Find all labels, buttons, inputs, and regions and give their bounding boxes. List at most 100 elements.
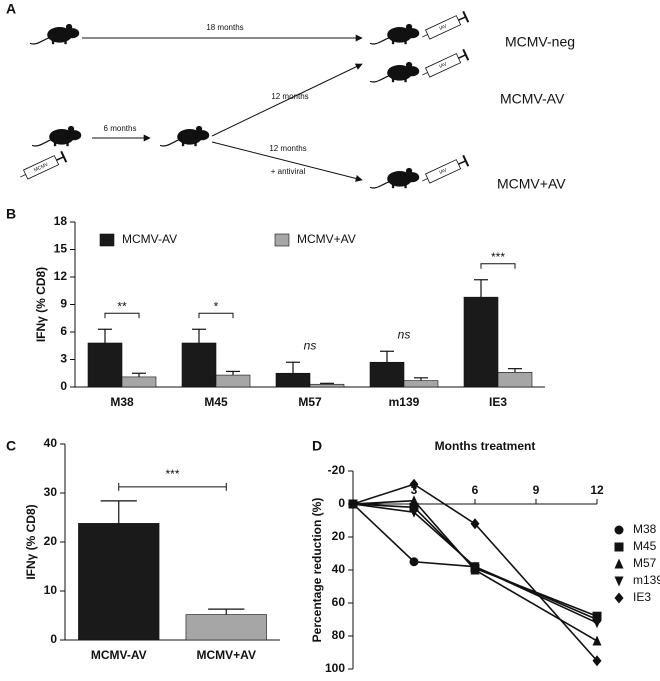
x-tick-label: 9: [533, 483, 540, 497]
legend-label: m139: [633, 573, 660, 587]
y-tick-label: 15: [54, 242, 68, 256]
syringe: IAV: [418, 48, 470, 82]
significance-bracket: [480, 263, 516, 269]
y-tick-label: 20: [332, 529, 346, 543]
marker: [409, 502, 419, 512]
legend-label: M45: [633, 539, 657, 553]
arrow: [211, 63, 363, 137]
significance-bracket: [104, 312, 140, 319]
marker: [409, 507, 419, 518]
duration-label: 12 months: [271, 92, 308, 101]
mouse-icon: [29, 23, 80, 45]
marker: [614, 576, 624, 587]
bar: [463, 296, 499, 388]
x-tick-label: 6: [472, 483, 479, 497]
bar: [87, 342, 123, 388]
x-tick-label: 12: [590, 483, 604, 497]
y-tick-label: 3: [60, 352, 67, 366]
x-tick-label: IE3: [489, 395, 507, 409]
y-tick-label: 0: [50, 632, 57, 646]
mouse-icon: [159, 125, 210, 147]
group-label: MCMV+AV: [497, 176, 566, 192]
marker: [614, 592, 624, 604]
bar: [181, 342, 217, 388]
marker: [409, 478, 419, 490]
y-tick-label: 0: [60, 379, 67, 393]
duration-label: 12 months: [269, 144, 306, 153]
syringe: IAV: [418, 10, 470, 44]
annotation: *: [214, 299, 219, 313]
y-tick-label: 60: [332, 595, 346, 609]
annotation: ns: [304, 338, 317, 352]
duration-label: 18 months: [206, 23, 243, 32]
group-label: MCMV-neg: [505, 34, 575, 50]
y-tick-label: -20: [328, 463, 346, 477]
arrow: [211, 141, 363, 182]
y-tick-label: 10: [44, 583, 58, 597]
bar: [275, 372, 311, 388]
y-tick-label: 40: [44, 436, 58, 450]
panel-a: A 18 months IAV MCMV-neg MCMV 6 months 1…: [6, 1, 575, 192]
bar: [215, 374, 251, 388]
syringe: IAV: [418, 154, 470, 188]
legend-label: MCMV+AV: [297, 232, 356, 246]
marker: [614, 525, 624, 535]
significance-bracket: [198, 312, 234, 319]
x-tick-label: m139: [389, 395, 420, 409]
bar: [369, 361, 405, 388]
syringe-label: IAV: [438, 61, 448, 70]
legend-label: IE3: [633, 590, 651, 604]
y-tick-label: 20: [44, 534, 58, 548]
x-axis-label: Months treatment: [435, 439, 536, 453]
panel-label: D: [312, 438, 322, 454]
y-tick-label: 0: [338, 496, 345, 510]
group-label: MCMV-AV: [500, 91, 565, 107]
bar: [403, 380, 439, 388]
y-tick-label: 18: [54, 214, 68, 228]
marker: [348, 498, 358, 510]
mouse-icon: [31, 125, 82, 147]
syringe: MCMV: [16, 150, 68, 184]
marker: [409, 557, 419, 567]
y-tick-label: 30: [44, 485, 58, 499]
y-tick-label: 12: [54, 269, 68, 283]
panel-label: A: [6, 1, 16, 17]
legend-swatch: [274, 233, 290, 247]
series-line: [352, 503, 598, 624]
y-tick-label: 80: [332, 628, 346, 642]
annotation: ***: [491, 250, 505, 264]
series-line: [352, 499, 598, 642]
x-tick-label: 3: [411, 483, 418, 497]
y-axis-label: IFNγ (% CD8): [24, 504, 38, 579]
y-tick-label: 40: [332, 562, 346, 576]
marker: [614, 558, 624, 569]
marker: [592, 635, 602, 646]
x-tick-label: M45: [204, 395, 228, 409]
annotation: ***: [165, 467, 179, 481]
panel-label: B: [6, 206, 16, 222]
legend-label: M57: [633, 556, 657, 570]
syringe-label: IAV: [438, 23, 448, 32]
x-tick-label: M57: [298, 395, 322, 409]
y-axis-label: IFNγ (% CD8): [34, 267, 48, 342]
marker: [592, 611, 602, 621]
x-tick-label: MCMV-AV: [91, 648, 147, 662]
mouse-icon: [369, 61, 420, 83]
y-tick-label: 6: [60, 324, 67, 338]
significance-bracket: [118, 482, 227, 491]
marker: [470, 562, 480, 573]
treatment-label: + antiviral: [271, 167, 306, 176]
bar: [309, 383, 345, 388]
bar: [78, 523, 160, 641]
y-axis-label: Percentage reduction (%): [310, 498, 324, 643]
marker: [592, 618, 602, 629]
x-tick-label: M38: [110, 395, 134, 409]
x-tick-label: MCMV+AV: [197, 648, 256, 662]
annotation: ns: [398, 327, 411, 341]
bar: [497, 372, 533, 388]
series-line: [352, 483, 598, 662]
legend-label: M38: [633, 522, 657, 536]
y-tick-label: 9: [60, 297, 67, 311]
annotation: **: [117, 299, 127, 313]
legend-label: MCMV-AV: [122, 232, 177, 246]
